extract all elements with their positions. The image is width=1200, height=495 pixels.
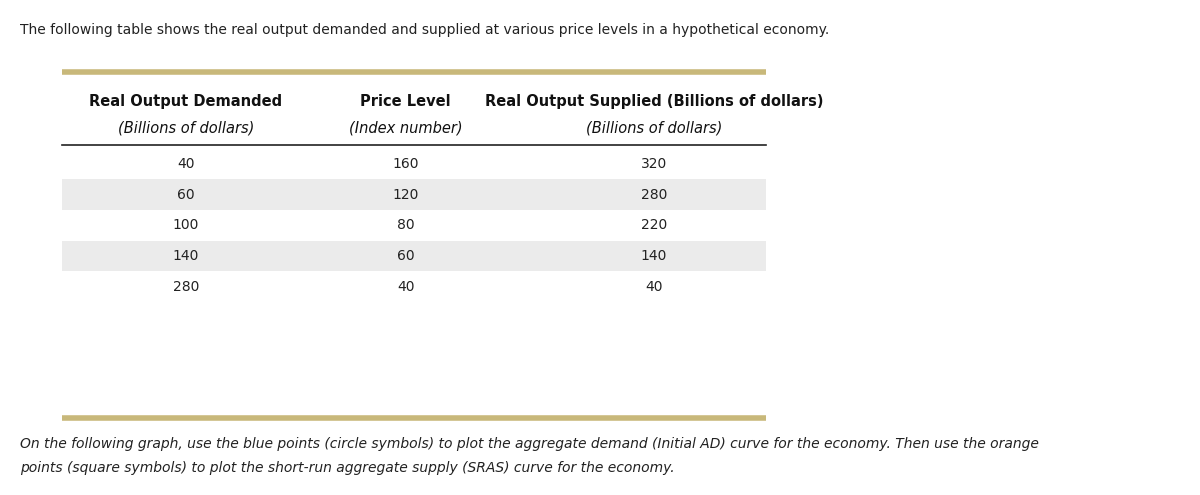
Text: Real Output Supplied (Billions of dollars): Real Output Supplied (Billions of dollar… — [485, 94, 823, 109]
Text: 40: 40 — [397, 280, 414, 294]
Text: 40: 40 — [178, 157, 194, 171]
Text: 60: 60 — [178, 188, 194, 201]
Text: 120: 120 — [392, 188, 419, 201]
Text: 280: 280 — [641, 188, 667, 201]
Text: 220: 220 — [641, 218, 667, 232]
Text: 160: 160 — [392, 157, 419, 171]
Text: Real Output Demanded: Real Output Demanded — [90, 94, 282, 109]
Text: 80: 80 — [397, 218, 414, 232]
Text: 140: 140 — [641, 249, 667, 263]
Text: points (square symbols) to plot the short-run aggregate supply (SRAS) curve for : points (square symbols) to plot the shor… — [20, 461, 676, 475]
Text: The following table shows the real output demanded and supplied at various price: The following table shows the real outpu… — [20, 23, 829, 37]
Text: 60: 60 — [397, 249, 414, 263]
Text: Price Level: Price Level — [360, 94, 451, 109]
Text: 320: 320 — [641, 157, 667, 171]
Text: 40: 40 — [646, 280, 662, 294]
Text: 140: 140 — [173, 249, 199, 263]
Text: On the following graph, use the blue points (circle symbols) to plot the aggrega: On the following graph, use the blue poi… — [20, 437, 1039, 450]
Text: 280: 280 — [173, 280, 199, 294]
Text: (Index number): (Index number) — [349, 120, 462, 135]
Text: (Billions of dollars): (Billions of dollars) — [586, 120, 722, 135]
Text: (Billions of dollars): (Billions of dollars) — [118, 120, 254, 135]
Text: 100: 100 — [173, 218, 199, 232]
